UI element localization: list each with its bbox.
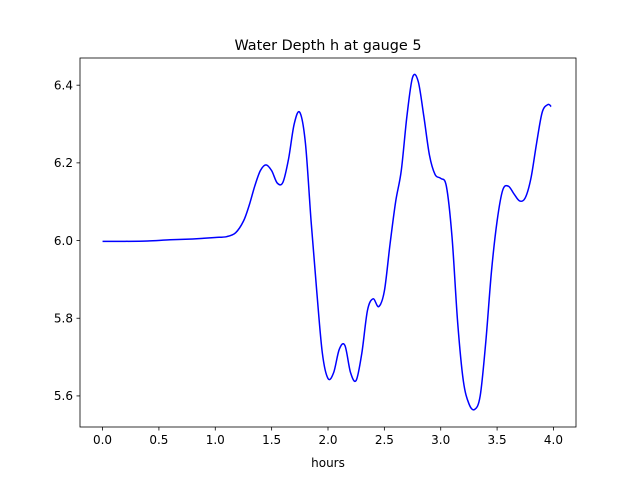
chart-title: Water Depth h at gauge 5 (234, 38, 421, 54)
x-tick-label: 3.5 (488, 433, 507, 447)
plot-area (102, 73, 552, 411)
x-tick-label: 2.5 (375, 433, 394, 447)
x-axis: 0.0 0.5 1.0 1.5 2.0 2.5 3.0 3.5 4.0 (93, 427, 563, 447)
y-tick-label: 6.2 (54, 156, 73, 170)
x-tick-label: 0.5 (149, 433, 168, 447)
x-tick-label: 1.5 (262, 433, 281, 447)
axes-frame (79, 57, 577, 428)
x-tick-label: 0.0 (93, 433, 112, 447)
series-line (102, 73, 552, 411)
y-tick-label: 6.4 (54, 78, 73, 92)
y-tick-label: 5.8 (54, 312, 73, 326)
x-axis-label: hours (311, 456, 345, 470)
x-tick-label: 1.0 (206, 433, 225, 447)
y-axis: 5.6 5.8 6.0 6.2 6.4 (54, 78, 80, 403)
x-tick-label: 3.0 (431, 433, 450, 447)
x-tick-label: 4.0 (544, 433, 563, 447)
y-tick-label: 6.0 (54, 234, 73, 248)
y-tick-label: 5.6 (54, 389, 73, 403)
x-tick-label: 2.0 (318, 433, 337, 447)
